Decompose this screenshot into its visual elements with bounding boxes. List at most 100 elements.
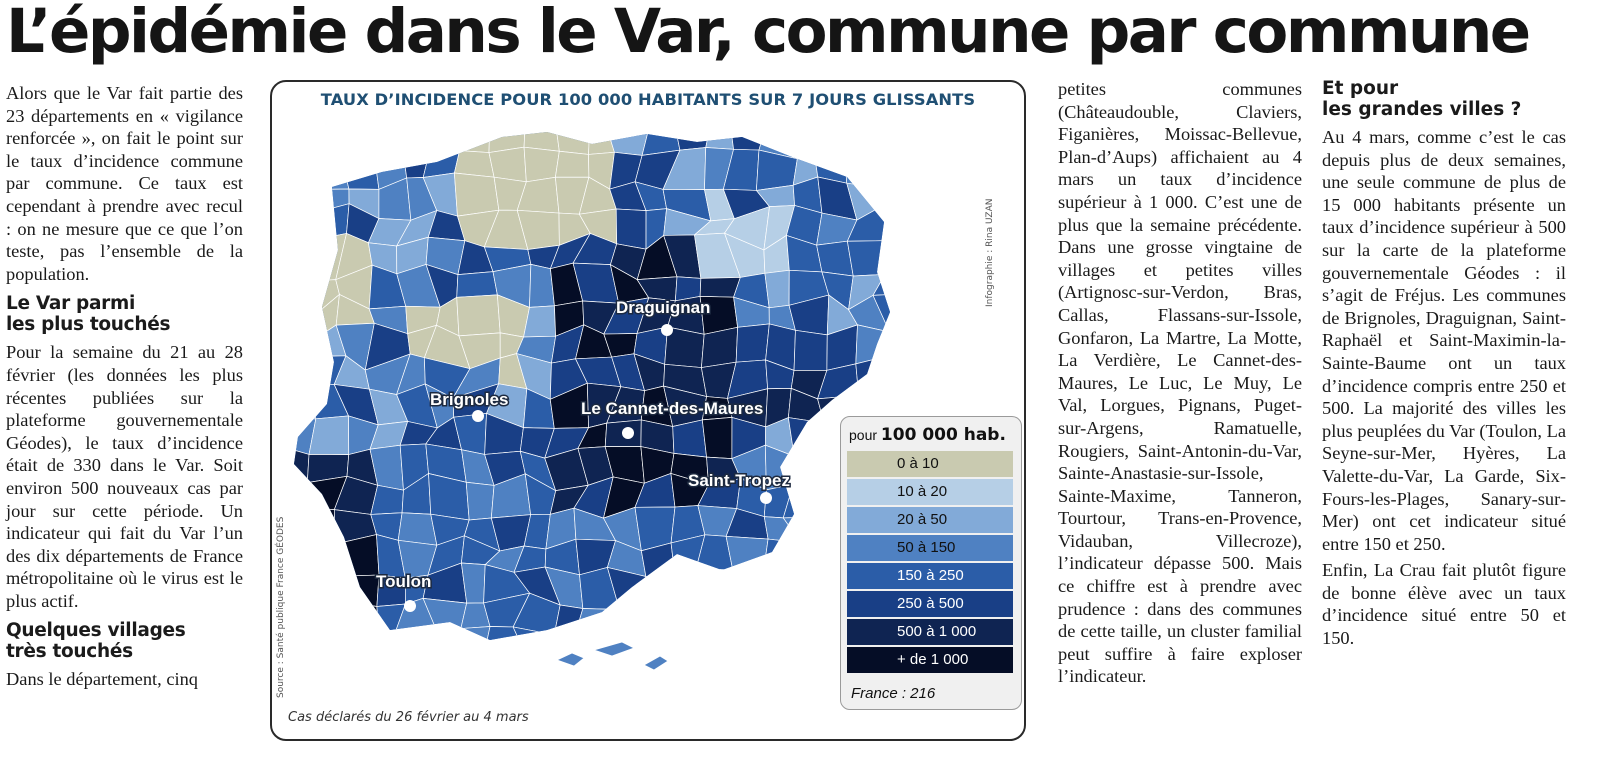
legend-item: + de 1 000 [847, 647, 1013, 673]
city-label-le-cannet: Le Cannet-des-Maures [581, 399, 763, 418]
commune-cell [335, 600, 380, 640]
legend-label: 250 à 500 [897, 595, 964, 612]
commune-cell [554, 150, 590, 178]
commune-cell [701, 417, 733, 459]
legend-label: + de 1 000 [897, 651, 969, 668]
commune-cell [434, 627, 469, 640]
paragraph-departement: Dans le département, cinq [6, 669, 199, 690]
commune-cell [674, 132, 710, 151]
legend-item: 0 à 10 [847, 451, 1013, 477]
commune-cell [523, 665, 556, 694]
legend-item: 500 à 1 000 [847, 619, 1013, 645]
commune-cell [523, 146, 560, 183]
commune-cell [339, 132, 376, 161]
commune-cell [294, 482, 310, 511]
commune-cell [782, 516, 831, 544]
commune-cell [763, 538, 802, 580]
commune-cell [755, 623, 788, 640]
commune-cell [588, 132, 615, 155]
commune-cell [855, 324, 890, 365]
commune-cell [453, 172, 500, 217]
commune-cell [397, 512, 438, 546]
commune-cell [603, 606, 647, 636]
commune-cell [662, 623, 711, 640]
commune-cell [784, 623, 828, 640]
commune-cell [334, 658, 376, 693]
commune-cell [910, 293, 948, 337]
commune-cell [881, 205, 890, 248]
legend-swatch [847, 563, 1013, 589]
commune-cell [633, 605, 676, 636]
commune-cell [855, 355, 888, 399]
legend-swatch [847, 479, 1013, 505]
legend-swatch [847, 619, 1013, 645]
incidence-map-infographic: TAUX D’INCIDENCE POUR 100 000 HABITANTS … [270, 80, 1026, 741]
commune-cell [456, 294, 501, 337]
column-4: Au 4 mars, comme c’est le cas depuis plu… [1322, 126, 1566, 654]
commune-cell [669, 567, 697, 607]
commune-cell [435, 663, 469, 701]
commune-cell [756, 653, 784, 686]
commune-cell [724, 598, 761, 630]
legend-swatch [847, 451, 1013, 477]
commune-cell [875, 132, 890, 148]
commune-cell [904, 331, 948, 366]
legend-swatch [847, 591, 1013, 617]
commune-cell [705, 132, 734, 150]
commune-cell [468, 659, 500, 698]
commune-cell [307, 595, 343, 640]
column-1: Alors que le Var fait partie des 23 dépa… [6, 82, 243, 695]
commune-cell [632, 633, 676, 640]
commune-cell [308, 415, 350, 455]
infographic-credit: Infographie : Rina UZAN [985, 198, 995, 308]
legend-label: 10 à 20 [897, 483, 948, 500]
commune-cell [887, 330, 890, 367]
commune-cell [308, 507, 336, 545]
city-label-brignoles: Brignoles [430, 390, 508, 409]
commune-cell [294, 301, 321, 337]
commune-cell [334, 534, 380, 577]
commune-cell [453, 150, 495, 178]
legend-label: 500 à 1 000 [897, 623, 977, 640]
source-credit: Source : Santé publique France GÉODES [276, 516, 286, 698]
subheading-line: Quelques villages [6, 620, 186, 642]
legend-title-bold: 100 000 hab. [880, 425, 1006, 445]
commune-cell [465, 481, 495, 521]
commune-cell [459, 132, 491, 153]
commune-cell [792, 453, 830, 485]
commune-cell [763, 516, 802, 544]
subheading-line: les plus touchés [6, 314, 171, 336]
commune-cell [294, 507, 318, 547]
commune-cell [904, 361, 947, 401]
commune-cell [884, 240, 890, 280]
city-label-toulon: Toulon [376, 572, 431, 591]
intro-paragraph: Alors que le Var fait partie des 23 dépa… [6, 83, 243, 284]
commune-cell [785, 132, 822, 160]
commune-cell [294, 532, 319, 566]
commune-cell [702, 660, 726, 695]
city-dot-saint-tropez [760, 492, 772, 504]
legend-item: 10 à 20 [847, 479, 1013, 505]
commune-cell [488, 132, 526, 153]
legend-label: 50 à 150 [897, 539, 956, 556]
commune-cell [911, 174, 945, 213]
commune-cell [317, 562, 350, 602]
legend-item: 150 à 250 [847, 563, 1013, 589]
commune-cell [366, 660, 408, 686]
commune-cell [756, 149, 798, 191]
commune-cell [294, 183, 306, 220]
commune-cell [341, 574, 380, 607]
commune-cell [759, 592, 791, 630]
commune-cell [725, 535, 769, 571]
commune-cell [401, 132, 436, 149]
commune-cell [316, 532, 351, 577]
subheading-line: Et pour [1322, 78, 1399, 99]
city-dot-le-cannet [622, 427, 634, 439]
commune-cell [483, 659, 530, 696]
commune-cell [669, 600, 711, 634]
legend-item: 50 à 150 [847, 535, 1013, 561]
commune-cell [872, 274, 890, 296]
commune-cell [725, 625, 760, 640]
commune-cell [904, 118, 944, 147]
legend-item: 250 à 500 [847, 591, 1013, 617]
